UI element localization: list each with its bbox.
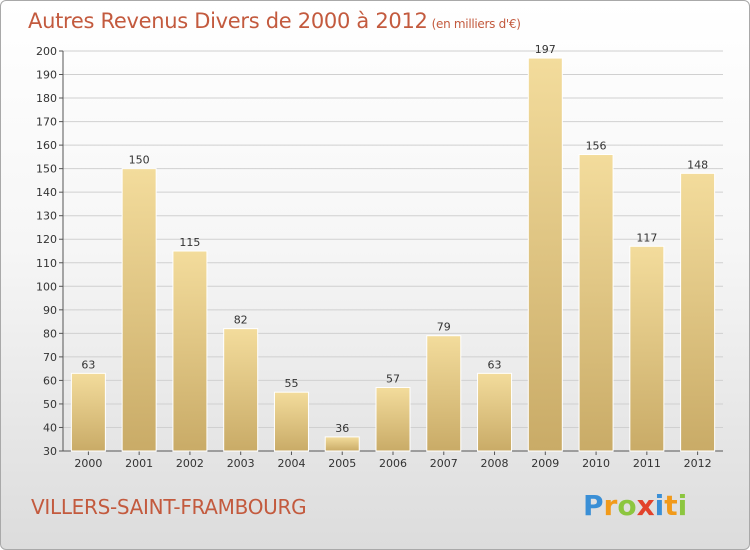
y-tick-label: 30 xyxy=(43,445,57,458)
y-tick-label: 60 xyxy=(43,374,57,387)
chart-title-text: Autres Revenus Divers de 2000 à 2012 xyxy=(28,9,428,33)
data-label: 82 xyxy=(234,314,248,327)
data-label: 156 xyxy=(586,140,607,153)
y-tick-label: 180 xyxy=(36,92,57,105)
data-label: 115 xyxy=(179,236,200,249)
y-tick-label: 120 xyxy=(36,233,57,246)
bar xyxy=(375,386,411,452)
bar xyxy=(121,168,157,452)
data-label: 55 xyxy=(284,377,298,390)
bar xyxy=(680,172,716,452)
bar xyxy=(629,245,665,452)
y-tick-label: 140 xyxy=(36,186,57,199)
y-tick-label: 130 xyxy=(36,210,57,223)
bars xyxy=(70,57,716,452)
data-label: 148 xyxy=(687,158,708,171)
logo-letter: r xyxy=(603,489,618,522)
data-label: 63 xyxy=(488,358,502,371)
x-tick-label: 2005 xyxy=(328,457,356,470)
x-tick-label: 2006 xyxy=(379,457,407,470)
labels: 63 150 115 82 55 36 57 79 63 197 156 117 148 xyxy=(81,43,708,435)
x-tick-label: 2002 xyxy=(176,457,204,470)
logo-letter: x xyxy=(636,489,655,522)
x-tick-label: 2007 xyxy=(430,457,458,470)
logo-letter: o xyxy=(617,489,637,522)
chart-title: Autres Revenus Divers de 2000 à 2012 (en … xyxy=(28,9,521,33)
y-tick-label: 90 xyxy=(43,304,57,317)
data-label: 197 xyxy=(535,43,556,56)
y-tick-label: 80 xyxy=(43,327,57,340)
x-tick-label: 2008 xyxy=(481,457,509,470)
chart-unit: (en milliers d'€) xyxy=(431,17,521,31)
proxiti-logo: Proxiti xyxy=(583,489,687,522)
y-tick-label: 170 xyxy=(36,116,57,129)
x-tick-label: 2011 xyxy=(633,457,661,470)
data-label: 36 xyxy=(335,422,349,435)
logo-letter: t xyxy=(664,489,678,522)
logo-letter: i xyxy=(677,489,688,522)
x-tick-label: 2009 xyxy=(531,457,559,470)
data-label: 57 xyxy=(386,372,400,385)
y-tick-label: 150 xyxy=(36,163,57,176)
bar xyxy=(477,372,513,452)
y-tick-label: 100 xyxy=(36,280,57,293)
bar xyxy=(426,335,462,452)
y-tick-label: 190 xyxy=(36,69,57,82)
data-label: 150 xyxy=(129,154,150,167)
x-tick-label: 2000 xyxy=(74,457,102,470)
bar xyxy=(223,328,259,452)
logo-letter: P xyxy=(583,489,604,522)
bar xyxy=(527,57,563,452)
y-tick-label: 160 xyxy=(36,139,57,152)
town-name: VILLERS-SAINT-FRAMBOURG xyxy=(31,495,307,519)
x-tick-label: 2004 xyxy=(277,457,305,470)
logo-letter: i xyxy=(654,489,665,522)
bar xyxy=(273,391,309,452)
data-label: 79 xyxy=(437,321,451,334)
data-label: 63 xyxy=(81,358,95,371)
y-tick-label: 40 xyxy=(43,421,57,434)
y-tick-label: 70 xyxy=(43,351,57,364)
x-tick-label: 2001 xyxy=(125,457,153,470)
x-tick-label: 2010 xyxy=(582,457,610,470)
y-tick-label: 110 xyxy=(36,257,57,270)
y-tick-label: 50 xyxy=(43,398,57,411)
data-label: 117 xyxy=(636,231,657,244)
y-tick-label: 200 xyxy=(36,45,57,58)
bar xyxy=(578,154,614,452)
bar xyxy=(172,250,208,452)
x-tick-label: 2003 xyxy=(227,457,255,470)
bar xyxy=(324,436,360,452)
x-tick-label: 2012 xyxy=(684,457,712,470)
bar xyxy=(70,372,106,452)
